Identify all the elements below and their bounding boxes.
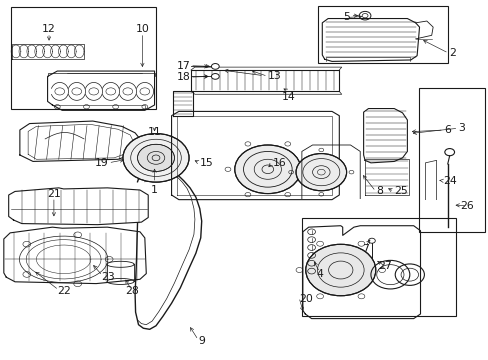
Circle shape xyxy=(137,144,174,171)
Bar xyxy=(301,217,455,316)
Bar xyxy=(11,7,156,109)
Text: 28: 28 xyxy=(124,287,138,296)
Bar xyxy=(418,88,484,232)
Circle shape xyxy=(211,64,219,69)
Circle shape xyxy=(305,244,375,296)
Text: 17: 17 xyxy=(176,61,190,71)
Text: 11: 11 xyxy=(147,127,161,137)
Text: 8: 8 xyxy=(375,186,382,197)
Text: 1: 1 xyxy=(151,185,158,195)
Text: 25: 25 xyxy=(393,186,407,197)
Circle shape xyxy=(122,134,189,182)
Text: 5: 5 xyxy=(343,12,349,22)
Circle shape xyxy=(234,145,300,194)
Text: 4: 4 xyxy=(316,269,323,279)
Text: 15: 15 xyxy=(200,158,213,168)
Text: 24: 24 xyxy=(442,176,456,186)
Text: 2: 2 xyxy=(448,48,455,58)
Text: 23: 23 xyxy=(101,272,115,282)
Text: 19: 19 xyxy=(94,158,108,168)
Text: 26: 26 xyxy=(459,201,473,211)
Text: 21: 21 xyxy=(47,189,61,199)
Text: 10: 10 xyxy=(135,23,149,33)
Text: 14: 14 xyxy=(281,93,295,103)
Bar xyxy=(318,6,447,63)
Text: 16: 16 xyxy=(272,158,286,168)
Text: 22: 22 xyxy=(57,287,71,296)
Text: 20: 20 xyxy=(298,294,312,303)
Text: 18: 18 xyxy=(176,72,190,82)
Circle shape xyxy=(295,154,346,191)
Text: 6: 6 xyxy=(443,125,450,135)
Circle shape xyxy=(211,73,219,79)
Text: 12: 12 xyxy=(42,24,56,34)
Text: 3: 3 xyxy=(458,123,465,133)
Text: 13: 13 xyxy=(267,71,281,81)
Text: 9: 9 xyxy=(198,337,205,346)
Text: 7: 7 xyxy=(361,244,368,253)
Text: 27: 27 xyxy=(378,261,391,271)
